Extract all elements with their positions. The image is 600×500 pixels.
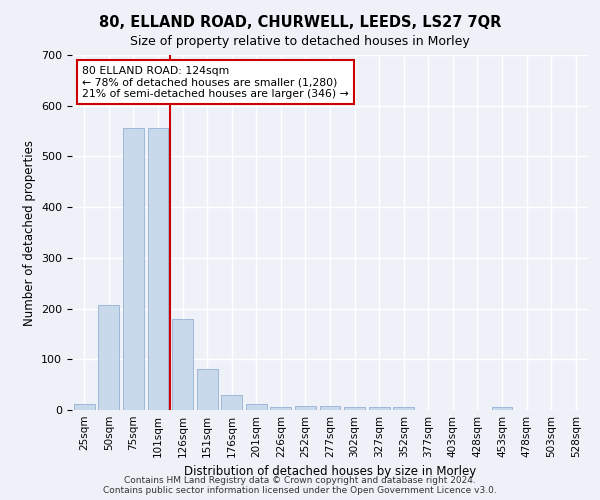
Bar [172, 318, 193, 410]
Bar [295, 406, 316, 410]
Bar [74, 404, 95, 410]
Bar [393, 407, 414, 410]
Bar [344, 407, 365, 410]
Bar [98, 305, 119, 410]
Bar [491, 407, 512, 410]
Bar [368, 407, 389, 410]
Bar [246, 404, 267, 410]
Bar [123, 128, 144, 410]
X-axis label: Distribution of detached houses by size in Morley: Distribution of detached houses by size … [184, 466, 476, 478]
Text: Contains HM Land Registry data © Crown copyright and database right 2024.
Contai: Contains HM Land Registry data © Crown c… [103, 476, 497, 495]
Bar [271, 407, 292, 410]
Bar [320, 406, 340, 410]
Bar [197, 370, 218, 410]
Text: Size of property relative to detached houses in Morley: Size of property relative to detached ho… [130, 35, 470, 48]
Y-axis label: Number of detached properties: Number of detached properties [23, 140, 35, 326]
Bar [148, 128, 169, 410]
Text: 80, ELLAND ROAD, CHURWELL, LEEDS, LS27 7QR: 80, ELLAND ROAD, CHURWELL, LEEDS, LS27 7… [99, 15, 501, 30]
Bar [221, 396, 242, 410]
Text: 80 ELLAND ROAD: 124sqm
← 78% of detached houses are smaller (1,280)
21% of semi-: 80 ELLAND ROAD: 124sqm ← 78% of detached… [82, 66, 349, 99]
